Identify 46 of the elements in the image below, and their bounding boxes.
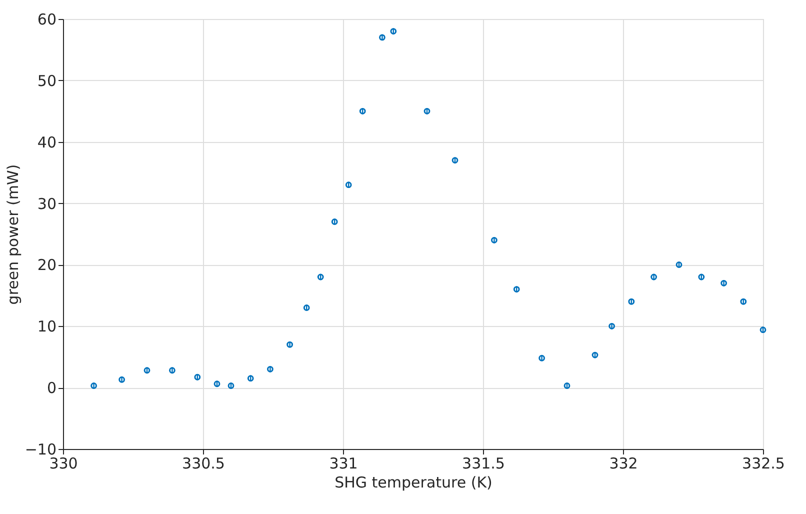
- y-tick-label: 50: [37, 72, 56, 90]
- point: [592, 352, 598, 358]
- point: [247, 375, 254, 382]
- point: [424, 108, 430, 114]
- x-tick-label: 331: [329, 454, 358, 472]
- y-tick-label: 20: [37, 256, 56, 274]
- point: [286, 341, 293, 348]
- point: [118, 376, 125, 383]
- point: [513, 286, 520, 292]
- point: [144, 367, 150, 374]
- point: [760, 326, 766, 334]
- point: [452, 157, 458, 164]
- point: [267, 366, 274, 372]
- point: [331, 218, 338, 225]
- point: [379, 34, 386, 41]
- point: [194, 374, 201, 380]
- point: [628, 298, 635, 305]
- point: [650, 274, 657, 280]
- point: [538, 354, 545, 362]
- y-tick-label: 40: [37, 133, 56, 152]
- y-axis-title: green power (mW): [4, 164, 22, 305]
- point: [390, 28, 397, 34]
- point: [169, 367, 176, 374]
- point: [228, 382, 234, 389]
- point: [676, 262, 682, 268]
- x-tick-label: 332.5: [742, 454, 785, 472]
- point: [345, 182, 352, 188]
- point: [359, 108, 366, 114]
- x-tick-label: 330.5: [182, 454, 225, 472]
- point: [303, 304, 310, 311]
- x-tick-label: 332: [609, 454, 638, 472]
- point: [317, 274, 324, 280]
- y-tick-label: 30: [37, 194, 56, 213]
- y-tick-label: 10: [37, 318, 56, 336]
- point: [698, 274, 705, 280]
- point: [564, 382, 570, 389]
- y-tick-label: 60: [37, 10, 56, 28]
- point: [720, 280, 727, 286]
- point: [740, 298, 747, 305]
- point: [491, 236, 498, 244]
- x-tick-label: 331.5: [462, 454, 505, 472]
- point: [90, 382, 97, 389]
- point: [608, 322, 615, 330]
- x-axis-title: SHG temperature (K): [334, 474, 492, 492]
- y-tick-label: 0: [46, 379, 56, 398]
- point: [214, 380, 220, 388]
